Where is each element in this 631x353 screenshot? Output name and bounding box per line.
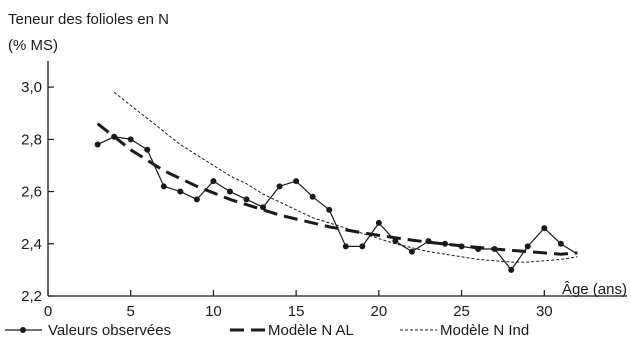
data-point [177,188,184,195]
x-tick-label: 10 [205,303,222,320]
data-point [442,240,449,247]
data-point [375,219,382,226]
y-axis-title: Teneur des folioles en N (% MS) [8,11,169,54]
y-tick-label: 2,4 [21,236,42,253]
series-line-1 [97,136,578,271]
y-tick-label: 2,8 [21,131,42,148]
data-point [541,225,548,232]
y-tick-label: 3,0 [21,79,42,96]
data-point [127,136,134,143]
x-tick-label: 20 [371,303,388,320]
y-tick-label: 2,6 [21,184,42,201]
data-point [326,206,333,213]
x-tick-label: 30 [536,303,553,320]
data-point [243,196,250,203]
legend-label-1: Valeurs observées [48,322,171,339]
data-point [276,183,283,190]
data-point [359,243,366,250]
series-line-3 [113,91,578,263]
data-point [94,141,101,148]
x-axis-title: Âge (ans) [562,281,627,298]
plot-area [94,91,578,273]
y-axis-title-line-2: (% MS) [8,37,58,54]
legend-label-2: Modèle N AL [268,322,354,339]
data-point [342,243,349,250]
x-tick-label: 5 [127,303,135,320]
data-point [508,266,515,273]
y-ticks: 2,2 2,4 2,6 2,8 3,0 [21,79,54,305]
data-point [226,188,233,195]
data-point [144,146,151,153]
data-point [160,183,167,190]
data-point [210,178,217,185]
data-point [392,238,399,245]
x-tick-label: 0 [44,303,52,320]
legend: Valeurs observées Modèle N AL Modèle N Ind [5,322,529,339]
data-point [309,193,316,200]
x-tick-label: 25 [453,303,470,320]
legend-label-3: Modèle N Ind [440,322,529,339]
data-point [524,243,531,250]
x-ticks: 0 5 10 15 20 25 30 [44,290,553,320]
y-tick-label: 2,2 [21,288,42,305]
data-point [408,248,415,255]
series-line-2 [96,122,578,256]
y-axis-title-line-1: Teneur des folioles en N [8,11,169,28]
data-point [193,196,200,203]
x-tick-label: 15 [288,303,305,320]
legend-marker [20,327,26,333]
data-point [557,240,564,247]
data-point [293,178,300,185]
